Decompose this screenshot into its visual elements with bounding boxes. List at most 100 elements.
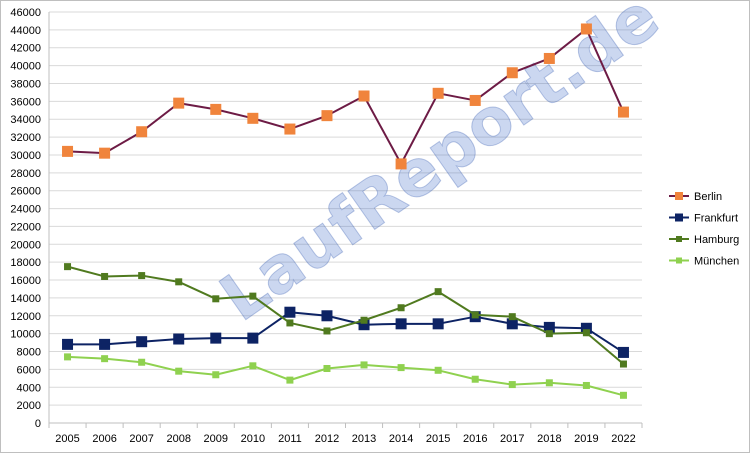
x-tick-label: 2016: [463, 433, 487, 445]
series-lines: [62, 23, 629, 399]
y-tick-label: 36000: [10, 96, 41, 108]
data-point-m-nchen: [323, 364, 331, 372]
y-tick-label: 10000: [10, 329, 41, 341]
y-tick-label: 20000: [10, 239, 41, 251]
data-point-m-nchen: [360, 361, 368, 369]
x-tick-label: 2006: [92, 433, 116, 445]
gridlines: [49, 11, 642, 424]
data-point-berlin: [99, 147, 111, 159]
data-point-frankfurt: [99, 338, 111, 350]
legend-item-m-nchen: München: [669, 256, 739, 268]
data-point-frankfurt: [284, 306, 296, 318]
data-point-hamburg: [212, 295, 220, 303]
data-point-hamburg: [249, 292, 257, 300]
data-point-berlin: [321, 110, 333, 122]
data-point-berlin: [469, 94, 481, 106]
data-point-hamburg: [286, 319, 294, 327]
y-tick-label: 22000: [10, 221, 41, 233]
data-point-m-nchen: [249, 362, 257, 370]
y-tick-label: 0: [35, 418, 41, 430]
legend-label: Hamburg: [694, 234, 739, 246]
x-tick-label: 2012: [315, 433, 339, 445]
data-point-frankfurt: [173, 333, 185, 345]
y-tick-label: 24000: [10, 204, 41, 216]
y-tick-label: 32000: [10, 132, 41, 144]
series-line-berlin: [67, 27, 625, 165]
x-tick-label: 2007: [129, 433, 153, 445]
x-tick-label: 2015: [426, 433, 450, 445]
y-tick-label: 28000: [10, 168, 41, 180]
data-point-hamburg: [138, 272, 146, 280]
data-point-berlin: [62, 145, 74, 157]
data-point-m-nchen: [138, 358, 146, 366]
data-point-berlin: [284, 123, 296, 135]
data-point-frankfurt: [617, 346, 629, 358]
data-point-frankfurt: [321, 310, 333, 322]
data-point-hamburg: [471, 311, 479, 319]
data-point-berlin: [173, 97, 185, 109]
data-point-frankfurt: [506, 318, 518, 330]
y-tick-label: 42000: [10, 43, 41, 55]
legend-item-berlin: Berlin: [669, 191, 722, 203]
series-line-hamburg: [67, 265, 625, 365]
legend: Berlin Frankfurt Hamburg München: [669, 191, 739, 268]
x-tick-label: 2009: [204, 433, 228, 445]
data-point-berlin: [506, 67, 518, 79]
data-point-frankfurt: [580, 322, 592, 334]
data-point-berlin: [136, 126, 148, 138]
data-point-hamburg: [397, 304, 405, 312]
series-m-nchen: [64, 353, 627, 399]
series-hamburg: [64, 263, 627, 368]
data-point-hamburg: [64, 263, 72, 271]
x-tick-label: 2022: [611, 433, 635, 445]
data-point-hamburg: [434, 288, 442, 296]
x-tick-label: 2008: [166, 433, 190, 445]
data-point-hamburg: [582, 329, 590, 337]
x-tick-label: 2019: [574, 433, 598, 445]
y-tick-label: 16000: [10, 275, 41, 287]
y-tick-label: 6000: [17, 364, 41, 376]
y-tick-label: 14000: [10, 293, 41, 305]
data-point-hamburg: [323, 327, 331, 335]
y-tick-label: 40000: [10, 61, 41, 73]
data-point-berlin: [247, 112, 259, 124]
data-point-m-nchen: [175, 367, 183, 375]
y-tick-label: 44000: [10, 25, 41, 37]
data-point-m-nchen: [101, 355, 109, 363]
data-point-frankfurt: [136, 336, 148, 348]
series-line-m-nchen: [67, 355, 624, 397]
legend-marker: [675, 213, 683, 222]
y-tick-label: 38000: [10, 78, 41, 90]
data-point-m-nchen: [397, 364, 405, 372]
data-point-m-nchen: [212, 371, 220, 379]
data-point-m-nchen: [619, 391, 627, 399]
data-point-berlin: [432, 87, 444, 99]
x-tick-label: 2014: [389, 433, 413, 445]
watermark: LaufReport.de: [208, 1, 673, 336]
data-point-hamburg: [101, 272, 109, 280]
data-point-frankfurt: [395, 318, 407, 330]
data-point-m-nchen: [434, 366, 442, 374]
data-point-berlin: [617, 106, 629, 118]
y-tick-label: 30000: [10, 150, 41, 162]
data-point-berlin: [580, 23, 592, 35]
data-point-berlin: [210, 103, 222, 115]
data-point-frankfurt: [62, 338, 74, 350]
y-tick-label: 34000: [10, 114, 41, 126]
data-point-frankfurt: [358, 319, 370, 331]
y-tick-label: 4000: [17, 382, 41, 394]
x-tick-label: 2005: [55, 433, 79, 445]
data-point-hamburg: [619, 360, 627, 368]
y-axis: 0 2000 4000 6000 8000 10000 12000 14000 16000 180…: [10, 7, 50, 430]
data-point-hamburg: [508, 313, 516, 321]
data-point-m-nchen: [471, 375, 479, 383]
y-tick-label: 8000: [17, 347, 41, 359]
data-point-frankfurt: [210, 332, 222, 344]
data-point-hamburg: [360, 316, 368, 324]
x-tick-label: 2017: [500, 433, 524, 445]
data-point-m-nchen: [64, 353, 72, 361]
legend-item-hamburg: Hamburg: [669, 234, 739, 246]
data-point-frankfurt: [543, 321, 555, 333]
y-tick-label: 2000: [17, 400, 41, 412]
